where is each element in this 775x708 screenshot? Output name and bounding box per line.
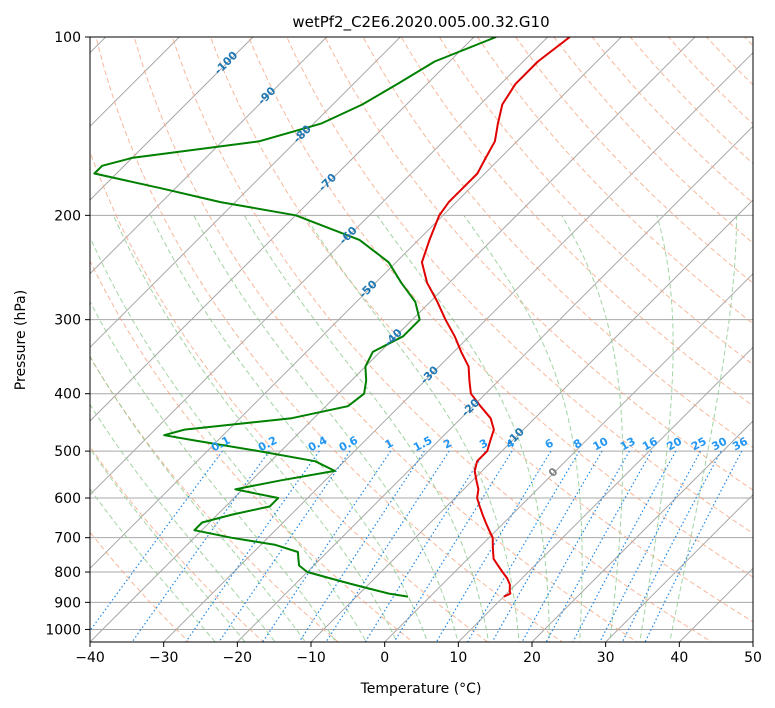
dry-adiabat-line	[286, 37, 753, 534]
x-tick-label: −40	[75, 650, 105, 666]
dry-adiabat-line	[90, 150, 489, 642]
dry-adiabat-line	[90, 531, 190, 642]
isotherm-line	[604, 493, 753, 642]
moist-adiabat-line	[90, 447, 246, 642]
y-tick-label: 1000	[45, 622, 81, 638]
x-tick-label: 0	[380, 650, 389, 666]
moist-adiabat-line	[561, 215, 624, 642]
y-tick-label: 300	[54, 313, 81, 329]
y-tick-label: 700	[54, 531, 81, 547]
mixing-ratio-line	[185, 450, 320, 642]
y-tick-label: 600	[54, 491, 81, 507]
isotherm-line	[90, 37, 549, 496]
moist-adiabat-line	[304, 215, 520, 642]
mixing-ratio-line	[131, 450, 270, 642]
x-tick-label: −30	[149, 650, 179, 666]
x-tick-label: 10	[449, 650, 467, 666]
isotherm-line	[383, 272, 753, 642]
moist-adiabat-line	[90, 488, 216, 642]
moist-adiabat-line	[669, 215, 738, 642]
dry-adiabat-line	[324, 37, 753, 491]
mixing-ratio-label: 25	[689, 435, 709, 454]
isotherm-line	[162, 51, 753, 642]
moist-adiabat-line	[112, 215, 398, 642]
moist-adiabat-line	[639, 215, 674, 642]
mixing-ratio-line	[466, 450, 580, 642]
dry-adiabat-line	[438, 37, 753, 366]
isotherm-line	[457, 346, 753, 642]
profile-lines	[93, 37, 571, 598]
y-tick-label: 900	[54, 595, 81, 611]
dewpoint-profile-line	[93, 37, 497, 598]
x-tick-label: −10	[296, 650, 326, 666]
mixing-ratio-label: 36	[730, 435, 750, 454]
mixing-ratio-label: 30	[710, 435, 730, 454]
isotherm-line	[90, 37, 623, 570]
moist-adiabat-line	[90, 403, 276, 642]
y-axis-label: Pressure (hPa)	[13, 290, 29, 390]
dry-adiabat-line	[171, 37, 713, 642]
x-axis-label: Temperature (°C)	[360, 681, 482, 697]
mixing-ratio-label: 16	[640, 435, 660, 454]
x-tick-label: −20	[223, 650, 253, 666]
y-tick-label: 800	[54, 565, 81, 581]
mixing-ratio-line	[644, 450, 743, 642]
moist-adiabat-line	[90, 300, 337, 642]
dry-adiabat-line	[90, 259, 414, 642]
moist-adiabat-line	[463, 215, 583, 642]
x-tick-label: 20	[523, 650, 541, 666]
mixing-ratio-line	[621, 450, 722, 642]
mixing-ratio-line	[599, 450, 702, 642]
background-lines	[90, 37, 753, 642]
isotherm-line	[90, 37, 254, 201]
isotherm-line	[90, 37, 328, 275]
dry-adiabat-line	[477, 37, 753, 325]
x-tick-label: 30	[597, 650, 615, 666]
mixing-ratio-line	[298, 450, 425, 642]
mixing-ratio-line	[218, 450, 351, 642]
chart-title: wetPf2_C2E6.2020.005.00.32.G10	[292, 13, 549, 32]
isotherm-line	[90, 37, 475, 422]
isotherm-line	[90, 37, 402, 349]
moist-adiabat-line	[150, 215, 429, 642]
x-tick-label: 40	[670, 650, 688, 666]
mixing-ratio-line	[262, 450, 392, 642]
axes: −40 −30 −20 −10 0 10 20 30 40 50 100 200 300 400 500 60…	[45, 30, 762, 666]
isotherm-line	[90, 37, 696, 642]
dry-adiabat-line	[95, 37, 564, 642]
isotherm-line	[310, 199, 753, 642]
y-tick-label: 100	[54, 30, 81, 46]
mixing-ratio-label: 13	[618, 435, 638, 454]
mixing-ratio-line	[435, 450, 552, 642]
dry-adiabat-line	[133, 37, 638, 642]
dry-adiabat-line	[400, 37, 753, 407]
mixing-ratio-label: 10	[591, 435, 611, 454]
y-tick-label: 200	[54, 208, 81, 224]
dry-adiabat-line	[362, 37, 753, 449]
mixing-ratio-line	[521, 450, 631, 642]
moist-adiabat-line	[90, 235, 367, 642]
mixing-ratio-line	[325, 450, 450, 642]
x-tick-label: 50	[744, 650, 762, 666]
dry-adiabat-line	[90, 445, 265, 642]
plot-frame	[89, 36, 754, 643]
temperature-profile-line	[420, 37, 571, 598]
moist-adiabat-line	[376, 215, 550, 642]
y-tick-label: 500	[54, 444, 81, 460]
moist-adiabat-line	[90, 355, 307, 642]
y-tick-label: 400	[54, 387, 81, 403]
mixing-ratio-label: 20	[664, 435, 684, 454]
isotherm-line	[531, 420, 753, 642]
